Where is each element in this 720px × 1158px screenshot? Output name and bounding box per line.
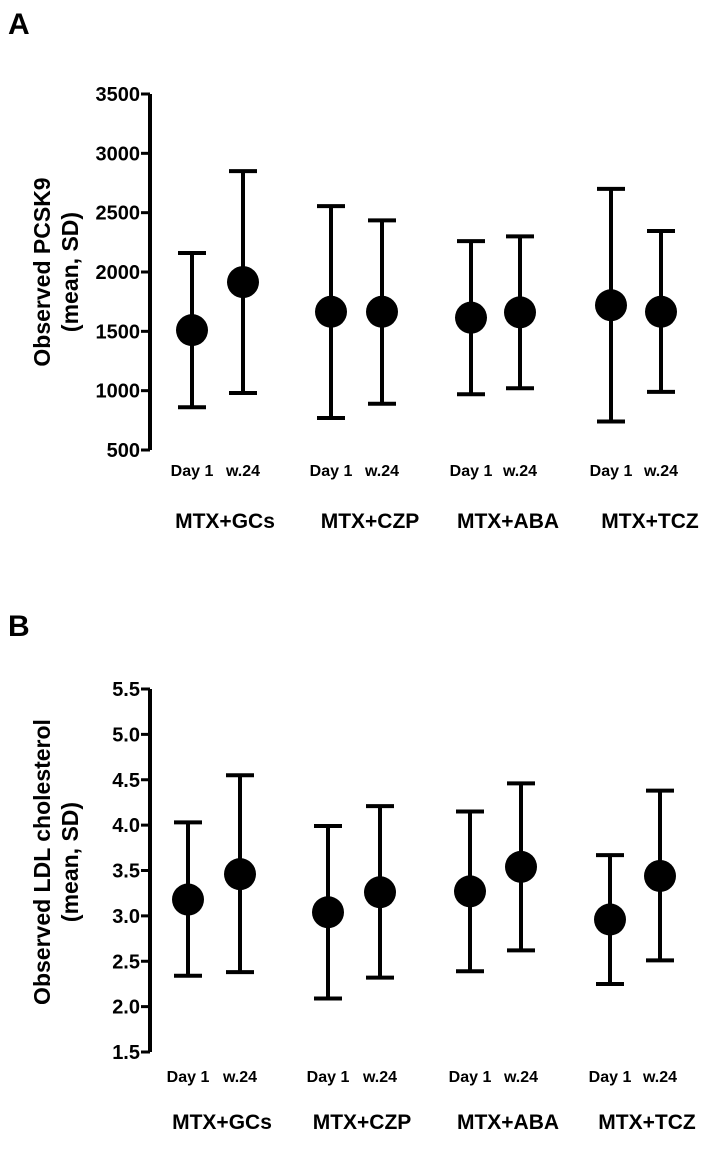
y-tick-label: 4.5 xyxy=(112,770,140,792)
mean-marker xyxy=(176,314,208,347)
y-tick-label: 3000 xyxy=(96,143,141,165)
condition-label: w.24 xyxy=(225,463,260,480)
mean-marker xyxy=(454,875,486,908)
condition-label: w.24 xyxy=(642,1069,677,1086)
y-tick-label: 2.0 xyxy=(112,997,140,1019)
mean-marker xyxy=(172,883,204,916)
y-tick-label: 5.0 xyxy=(112,724,140,746)
group-label: MTX+CZP xyxy=(321,510,420,533)
condition-label: Day 1 xyxy=(449,1069,492,1086)
data-points xyxy=(176,169,677,424)
y-tick-label: 5.5 xyxy=(112,679,140,701)
condition-label: w.24 xyxy=(643,463,678,480)
y-tick-label: 500 xyxy=(107,440,140,462)
y-axis-label-line2: (mean, SD) xyxy=(57,212,83,332)
condition-label: w.24 xyxy=(364,463,399,480)
y-axis-label-line2: (mean, SD) xyxy=(57,802,83,922)
group-labels: MTX+GCs MTX+CZP MTX+ABA MTX+TCZ xyxy=(172,1111,696,1134)
group-label: MTX+TCZ xyxy=(601,510,699,533)
y-tick-label: 2000 xyxy=(96,262,141,284)
condition-label: w.24 xyxy=(362,1069,397,1086)
mean-marker xyxy=(595,289,627,322)
y-tick-label: 3500 xyxy=(96,84,141,106)
condition-label: Day 1 xyxy=(307,1069,350,1086)
panel-label: A xyxy=(8,8,30,41)
y-tick-label: 1500 xyxy=(96,321,141,343)
condition-label: w.24 xyxy=(222,1069,257,1086)
group-label: MTX+TCZ xyxy=(598,1111,696,1134)
y-tick-label: 1000 xyxy=(96,381,141,403)
mean-marker xyxy=(505,850,537,883)
y-axis-label-line1: Observed PCSK9 xyxy=(29,177,55,366)
condition-label: Day 1 xyxy=(589,1069,632,1086)
group-label: MTX+GCs xyxy=(175,510,275,533)
mean-marker xyxy=(644,859,676,892)
mean-marker xyxy=(455,301,487,334)
group-label: MTX+CZP xyxy=(313,1111,412,1134)
panel-label: B xyxy=(8,610,30,643)
mean-marker xyxy=(312,896,344,929)
mean-marker xyxy=(645,295,677,328)
group-label: MTX+GCs xyxy=(172,1111,272,1134)
group-label: MTX+ABA xyxy=(457,1111,559,1134)
condition-label: w.24 xyxy=(503,1069,538,1086)
y-tick-label: 3.5 xyxy=(112,861,140,883)
mean-marker xyxy=(364,876,396,909)
mean-marker xyxy=(315,295,347,328)
group-labels: MTX+GCs MTX+CZP MTX+ABA MTX+TCZ xyxy=(175,510,699,533)
mean-marker xyxy=(224,858,256,891)
panel-a: A Observed PCSK9 (mean, SD) 500 1000 1500 2… xyxy=(8,8,699,533)
y-ticks: 500 1000 1500 2000 2500 3000 3500 xyxy=(96,84,150,462)
y-axis-label-line1: Observed LDL cholesterol xyxy=(29,719,55,1005)
condition-label: Day 1 xyxy=(450,463,493,480)
mean-marker xyxy=(227,266,259,299)
y-ticks: 1.5 2.0 2.5 3.0 3.5 4.0 4.5 5.0 5.5 xyxy=(112,679,150,1064)
y-tick-label: 4.0 xyxy=(112,815,140,837)
condition-label: Day 1 xyxy=(590,463,633,480)
y-tick-label: 1.5 xyxy=(112,1042,140,1064)
mean-marker xyxy=(504,296,536,329)
x-tick-labels: Day 1 w.24 Day 1 w.24 Day 1 w.24 Day 1 w.24 xyxy=(171,463,679,480)
condition-label: Day 1 xyxy=(310,463,353,480)
y-tick-label: 3.0 xyxy=(112,906,140,928)
condition-label: Day 1 xyxy=(171,463,214,480)
mean-marker xyxy=(594,903,626,936)
condition-label: Day 1 xyxy=(167,1069,210,1086)
y-tick-label: 2500 xyxy=(96,203,141,225)
data-points xyxy=(172,773,676,1001)
x-tick-labels: Day 1 w.24 Day 1 w.24 Day 1 w.24 Day 1 w.24 xyxy=(167,1069,678,1086)
mean-marker xyxy=(366,295,398,328)
y-tick-label: 2.5 xyxy=(112,951,140,973)
condition-label: w.24 xyxy=(502,463,537,480)
group-label: MTX+ABA xyxy=(457,510,559,533)
panel-b: B Observed LDL cholesterol (mean, SD) 1.… xyxy=(8,610,696,1134)
